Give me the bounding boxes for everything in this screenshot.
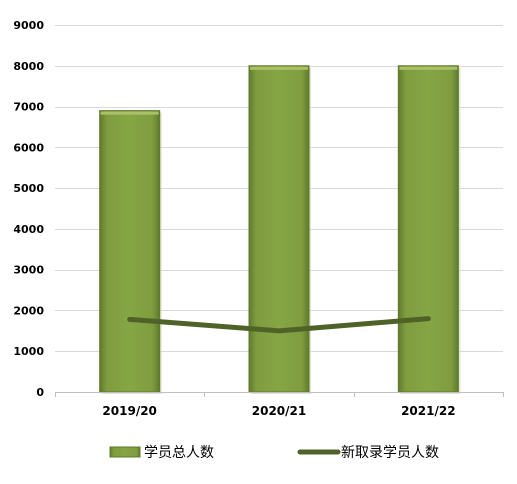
y-tick-label: 7000 [13, 101, 44, 114]
y-tick-label: 9000 [13, 19, 44, 32]
legend: 学员总人数 新取录学员人数 [109, 445, 439, 461]
y-tick-label: 3000 [13, 264, 44, 277]
bar-highlight [399, 66, 458, 70]
bar-series [99, 65, 461, 395]
x-tick-label: 2021/22 [401, 404, 455, 418]
y-tick-label: 6000 [13, 141, 44, 154]
legend-label: 学员总人数 [144, 445, 214, 461]
line-point [427, 318, 429, 320]
y-tick-label: 4000 [13, 223, 44, 236]
legend-bar-swatch [109, 446, 141, 458]
bar [248, 65, 310, 393]
y-tick-label: 0 [36, 386, 44, 399]
axes: 0 1000 2000 3000 4000 5000 6000 7000 8000 9000 201… [13, 19, 504, 418]
bar-highlight [250, 66, 308, 70]
x-tick-label: 2019/20 [102, 404, 156, 418]
line-point [278, 330, 280, 332]
x-tick-label: 2020/21 [252, 404, 306, 418]
y-tick-label: 8000 [13, 60, 44, 73]
line-series [127, 316, 431, 334]
bar [99, 110, 161, 393]
bar [397, 65, 459, 393]
legend-label: 新取录学员人数 [341, 445, 439, 461]
bar-highlight [100, 111, 159, 115]
y-tick-label: 5000 [13, 182, 44, 195]
line-point [129, 318, 131, 320]
y-tick-label: 2000 [13, 304, 44, 317]
y-tick-label: 1000 [13, 345, 44, 358]
